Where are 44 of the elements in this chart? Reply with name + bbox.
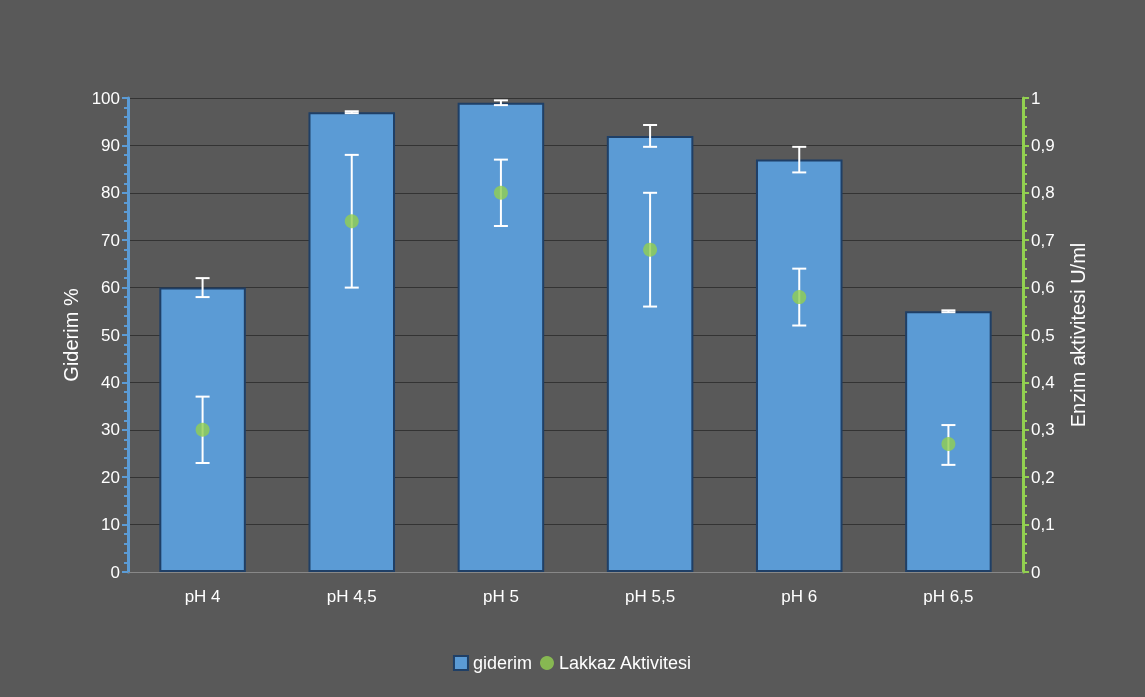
- bar: [457, 102, 545, 572]
- y-tick-label: 70: [101, 230, 120, 250]
- y2-tick-label: 0,8: [1031, 183, 1055, 203]
- x-tick-label: pH 6: [781, 587, 818, 606]
- bar: [755, 159, 843, 572]
- y2-tick-label: 0,3: [1031, 420, 1055, 440]
- x-tick-label: pH 5,5: [625, 587, 676, 606]
- point: [195, 422, 210, 437]
- x-tick-label: pH 6,5: [923, 587, 974, 606]
- y-tick-label: 10: [101, 515, 120, 535]
- y2-tick-label: 0,1: [1031, 515, 1055, 535]
- bar: [159, 287, 246, 572]
- point: [643, 242, 658, 257]
- y2-tick-label: 0: [1031, 562, 1041, 582]
- y-tick-label: 100: [91, 88, 120, 108]
- x-tick-label: pH 4: [184, 587, 221, 606]
- legend-label: giderim: [472, 653, 532, 673]
- bar: [606, 135, 694, 572]
- y-tick-label: 30: [101, 420, 120, 440]
- point: [344, 214, 359, 229]
- y-tick-label: 50: [101, 325, 120, 345]
- y2-axis-title: Enzim aktivitesi U/ml: [1067, 242, 1089, 428]
- y2-tick-label: 0,4: [1031, 372, 1055, 392]
- y-tick-label: 40: [101, 372, 120, 392]
- y-axis-title: Giderim %: [59, 288, 82, 382]
- y-tick-label: 80: [101, 183, 120, 203]
- bar: [308, 112, 396, 572]
- legend-label: Lakkaz Aktivitesi: [558, 653, 692, 673]
- y2-tick-label: 1: [1031, 88, 1041, 108]
- point: [493, 185, 508, 200]
- point: [792, 290, 807, 305]
- x-tick-label: pH 4,5: [326, 587, 377, 606]
- y-tick-label: 90: [101, 135, 120, 155]
- y2-tick-label: 0,2: [1031, 467, 1055, 487]
- x-tick-label: pH 5: [482, 587, 519, 606]
- y2-tick-label: 0,9: [1031, 135, 1055, 155]
- y-tick-label: 60: [101, 278, 120, 298]
- y2-tick-label: 0,7: [1031, 230, 1055, 250]
- y2-tick-label: 0,5: [1031, 325, 1055, 345]
- y-tick-label: 20: [101, 467, 120, 487]
- y2-tick-label: 0,6: [1031, 278, 1055, 298]
- bar: [905, 311, 992, 572]
- point: [941, 437, 956, 452]
- y-tick-label: 0: [110, 562, 120, 582]
